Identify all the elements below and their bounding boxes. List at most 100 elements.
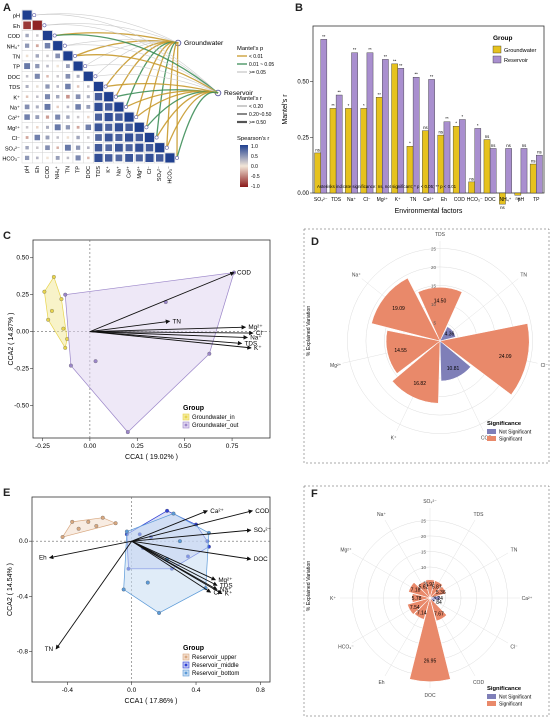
x-tick-label: Mg²⁺	[377, 197, 389, 203]
sample-point	[157, 611, 161, 615]
x-tick-label: 0.00	[84, 443, 97, 450]
panel-f: F 5.91 SO₄²⁻ 5.81 TDS 5.36 TN 3.24 Ca²⁺ 1.84 Cl⁻ 7…	[282, 485, 550, 717]
legend-label: Reservoir_upper	[192, 655, 236, 661]
bar-reservoir	[443, 121, 451, 194]
heatmap-row-label: Eh	[13, 24, 20, 30]
polar-category-label: Na⁺	[352, 272, 361, 278]
polar-category-label: DOC	[424, 693, 436, 699]
heatmap-row-label: Ca²⁺	[8, 115, 20, 122]
polar-bar-value: 14.50	[434, 299, 447, 305]
mantel-source-node	[175, 155, 179, 160]
polar-bar-value: 10.81	[447, 366, 460, 372]
heatmap-cell	[45, 115, 50, 119]
polar-bar	[417, 580, 431, 599]
heatmap-col-label: SO₄²⁻	[157, 166, 163, 181]
legend-title: Group	[183, 405, 204, 412]
bar-significance-label: ns	[491, 143, 496, 148]
legend-spearman-title: Spearson's r	[237, 136, 269, 142]
polar-bar	[408, 582, 431, 599]
heatmap-cell	[24, 63, 31, 70]
mantel-source-node	[93, 74, 98, 79]
mantel-link	[176, 91, 219, 159]
mantel-link	[34, 13, 179, 44]
env-vector-arrow	[48, 540, 132, 560]
y-axis-label: Mantel's r	[282, 94, 289, 125]
bar-significance-label: *	[409, 141, 411, 146]
heatmap-col-label: K⁺	[105, 166, 112, 173]
heatmap-cell	[25, 145, 29, 150]
bar-reservoir	[366, 52, 374, 194]
panel-b: B 0.00 0.25 0.50 Mantel's r Environmental fa…	[275, 0, 550, 222]
heatmap-cell	[76, 135, 80, 140]
env-vector-label: Ca²⁺	[210, 508, 223, 515]
x-tick-label: -0.25	[35, 443, 50, 450]
bar-reservoir	[428, 79, 435, 194]
env-vector-arrow	[131, 540, 252, 561]
polar-bar-value: 24.09	[499, 354, 512, 360]
heatmap-cell	[24, 114, 30, 120]
legend-spearman-colorbar	[240, 145, 248, 187]
bar-reservoir	[520, 148, 528, 194]
bar-significance-label: **	[393, 58, 397, 63]
bar-significance-label: *	[462, 114, 464, 119]
polar-bar-value: 7.67	[434, 611, 444, 617]
sample-point	[113, 521, 118, 526]
heatmap-cell	[55, 155, 60, 160]
heatmap-cell	[56, 64, 59, 68]
sample-point	[121, 587, 126, 592]
heatmap-cell	[104, 113, 113, 122]
bar-significance-label: ns	[423, 125, 428, 130]
mantel-link	[54, 34, 219, 94]
polar-bar	[385, 330, 441, 374]
polar-axis-label: % Explained Variation	[306, 561, 312, 611]
env-vector-arrow	[89, 331, 252, 350]
heatmap-cell	[25, 33, 29, 38]
heatmap-col-label: Na⁺	[115, 166, 122, 176]
heatmap-cell	[124, 112, 134, 122]
polar-r-tick: 10	[421, 565, 427, 570]
x-tick-label: 0.25	[131, 443, 144, 450]
heatmap-cell	[25, 136, 29, 139]
heatmap-cell	[23, 21, 31, 30]
sample-point	[68, 363, 73, 368]
heatmap-cell	[155, 154, 164, 162]
sample-point	[63, 345, 68, 350]
env-vector-arrow	[131, 509, 254, 542]
heatmap-cell	[66, 136, 70, 139]
polar-category-label: TDS	[435, 232, 446, 238]
bar-groundwater	[391, 63, 398, 194]
heatmap-cell	[35, 115, 40, 120]
heatmap-cell	[114, 123, 123, 132]
legend-label: Groundwater_out	[192, 423, 239, 429]
sample-point	[171, 511, 176, 516]
polar-bar	[439, 326, 456, 342]
polar-bar-value: 19.09	[392, 306, 405, 312]
mantel-source-node	[62, 43, 67, 48]
heatmap-col-label: TDS	[96, 166, 102, 177]
bar-significance-label: *	[477, 123, 479, 128]
polar-bar	[409, 597, 451, 682]
chart-d-polar-variation: 14.50 TDS 4.36 TN 24.09 Cl⁻ 10.81 COD 16.82 K⁺ 14.…	[303, 228, 550, 464]
polar-bar	[429, 597, 447, 622]
heatmap-cell	[35, 105, 39, 109]
heatmap-cell	[135, 133, 144, 142]
polar-r-tick: 10	[431, 302, 437, 307]
mantel-source-node	[134, 115, 139, 120]
x-tick-label: 0.8	[256, 687, 265, 694]
env-vector-arrow	[131, 540, 223, 595]
heatmap-cell	[36, 126, 39, 129]
heatmap-cell	[65, 125, 71, 130]
heatmap-cell	[32, 20, 42, 30]
sample-point	[46, 317, 51, 322]
heatmap-row-label: Na⁺	[10, 104, 20, 111]
sample-point	[207, 351, 212, 356]
polar-category-label: HCO₃⁻	[338, 645, 354, 651]
legend-point	[184, 415, 188, 419]
polar-category-label: TDS	[474, 512, 485, 518]
legend-swatch	[487, 429, 496, 434]
y-tick-label: -0.25	[14, 366, 29, 373]
heatmap-cell	[75, 94, 81, 100]
env-vector-label: TDS	[220, 582, 233, 589]
heatmap-row-label: TP	[13, 65, 20, 71]
env-vector-arrow	[89, 330, 254, 336]
